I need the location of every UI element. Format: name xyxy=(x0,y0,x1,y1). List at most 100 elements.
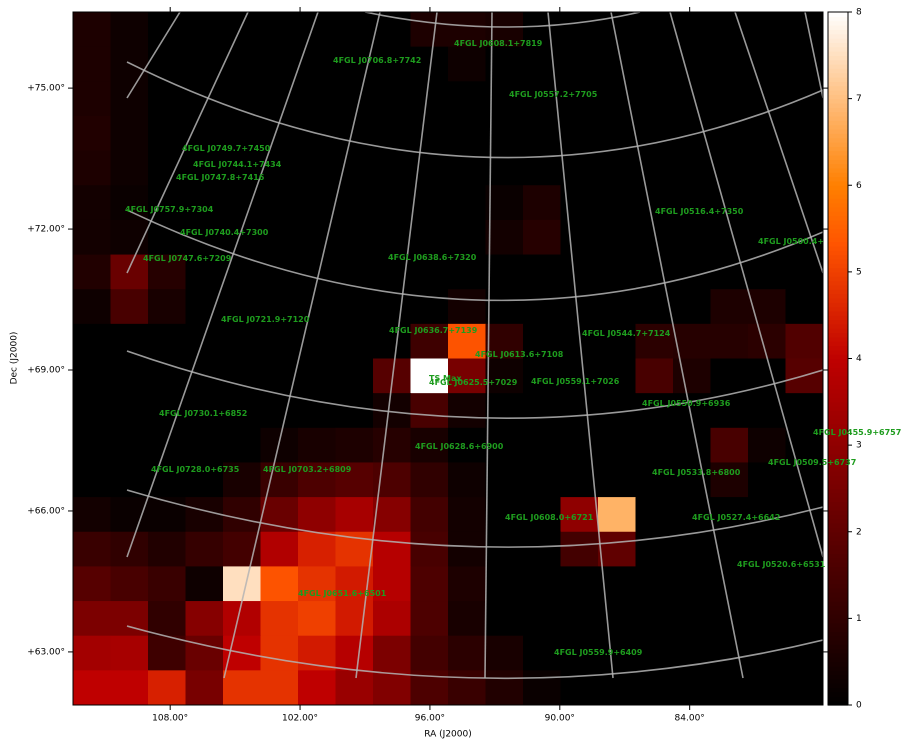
heat-cell xyxy=(185,601,224,637)
colorbar-swatch xyxy=(828,276,848,282)
colorbar-swatch xyxy=(828,111,848,117)
heat-cell xyxy=(448,462,486,498)
y-axis-title: Dec (J2000) xyxy=(10,332,20,385)
heat-cell xyxy=(635,393,674,429)
heat-cell xyxy=(335,12,374,48)
colorbar-swatch xyxy=(828,85,848,91)
heat-cell xyxy=(448,289,486,325)
heat-cell xyxy=(148,12,186,48)
colorbar-swatch xyxy=(828,557,848,563)
heat-cell xyxy=(148,46,186,82)
colorbar-swatch xyxy=(828,609,848,615)
heat-cell xyxy=(485,531,524,567)
source-label: 4FGL J0651.6+6501 xyxy=(298,589,387,598)
source-label: 4FGL J0706.8+7742 xyxy=(333,56,421,65)
colorbar-swatch xyxy=(828,102,848,108)
colorbar-swatch xyxy=(828,180,848,186)
heat-cell xyxy=(523,323,561,359)
heat-cell xyxy=(485,150,524,186)
colorbar-swatch xyxy=(828,453,848,459)
heat-cell xyxy=(148,219,186,256)
heat-cell xyxy=(185,289,224,325)
heat-cell xyxy=(373,566,411,602)
heat-cell xyxy=(73,393,111,429)
heat-cell xyxy=(523,670,561,706)
heat-cell xyxy=(635,323,674,359)
heat-cell xyxy=(260,601,299,637)
heat-cell xyxy=(485,323,524,359)
heat-cell xyxy=(148,150,186,186)
axes-frame xyxy=(72,11,824,706)
colorbar-swatch xyxy=(828,76,848,82)
source-label: 4FGL J0544.7+7124 xyxy=(582,329,671,338)
colorbar-swatch xyxy=(828,388,848,394)
heat-cell xyxy=(410,358,449,394)
heat-cell xyxy=(673,670,711,706)
colorbar-swatch xyxy=(828,462,848,468)
colorbar-swatch xyxy=(828,245,848,251)
heat-cell xyxy=(523,115,561,152)
heat-cell xyxy=(223,150,261,186)
colorbar-swatch xyxy=(828,349,848,355)
heat-cell xyxy=(598,219,636,256)
heat-cell xyxy=(598,670,636,706)
colorbar-tick-label: 5 xyxy=(856,267,862,277)
heat-cell xyxy=(710,46,749,82)
heat-cell xyxy=(223,323,261,359)
heat-cell xyxy=(748,531,786,567)
heat-cell xyxy=(560,635,599,671)
source-label: 4FGL J0608.1+7819 xyxy=(454,39,543,48)
heat-cell xyxy=(748,497,786,533)
heat-cell xyxy=(710,427,749,463)
heat-cell xyxy=(260,46,299,82)
x-tick-label: 108.00° xyxy=(152,714,188,724)
heat-cell xyxy=(298,462,336,498)
heat-cell xyxy=(73,12,111,48)
source-label: TS Max xyxy=(429,374,462,383)
colorbar-swatch xyxy=(828,185,848,191)
heat-cell xyxy=(673,531,711,567)
heat-cell xyxy=(110,393,149,429)
heat-cell xyxy=(673,12,711,48)
colorbar-swatch xyxy=(828,29,848,35)
heat-cell xyxy=(673,115,711,152)
heat-cell xyxy=(410,185,449,221)
heat-cell xyxy=(710,323,749,359)
colorbar-swatch xyxy=(828,89,848,95)
colorbar-swatch xyxy=(828,670,848,676)
heat-cell xyxy=(785,219,824,256)
colorbar-swatch xyxy=(828,345,848,351)
heat-cell xyxy=(410,462,449,498)
heat-cell xyxy=(448,185,486,221)
colorbar-swatch xyxy=(828,237,848,243)
heat-cell xyxy=(410,12,449,48)
heat-cell xyxy=(523,254,561,290)
heat-cell xyxy=(410,323,449,359)
colorbar-swatch xyxy=(828,627,848,632)
colorbar-swatch xyxy=(828,549,848,555)
heat-cell xyxy=(635,670,674,706)
colorbar-swatch xyxy=(828,540,848,546)
heat-cell xyxy=(710,393,749,429)
heat-cell xyxy=(110,115,149,152)
heat-cell xyxy=(373,150,411,186)
colorbar-swatch xyxy=(828,146,848,152)
heat-cell xyxy=(185,427,224,463)
heat-cell xyxy=(748,358,786,394)
heat-cell xyxy=(373,115,411,152)
colorbar-swatch xyxy=(828,527,848,533)
colorbar-swatch xyxy=(828,128,848,134)
heat-cell xyxy=(748,323,786,359)
heat-cell xyxy=(185,635,224,671)
heat-cell xyxy=(710,12,749,48)
source-label: 4FGL J0638.6+7320 xyxy=(388,253,477,262)
colorbar-swatch xyxy=(828,362,848,368)
heat-cell xyxy=(748,150,786,186)
colorbar xyxy=(828,12,848,706)
heat-cell xyxy=(335,150,374,186)
source-label: 4FGL J0527.4+6642 xyxy=(692,513,780,522)
source-label: 4FGL J0757.9+7304 xyxy=(125,205,214,214)
colorbar-swatch xyxy=(828,536,848,542)
colorbar-swatch xyxy=(828,488,848,494)
heat-cell xyxy=(335,81,374,117)
